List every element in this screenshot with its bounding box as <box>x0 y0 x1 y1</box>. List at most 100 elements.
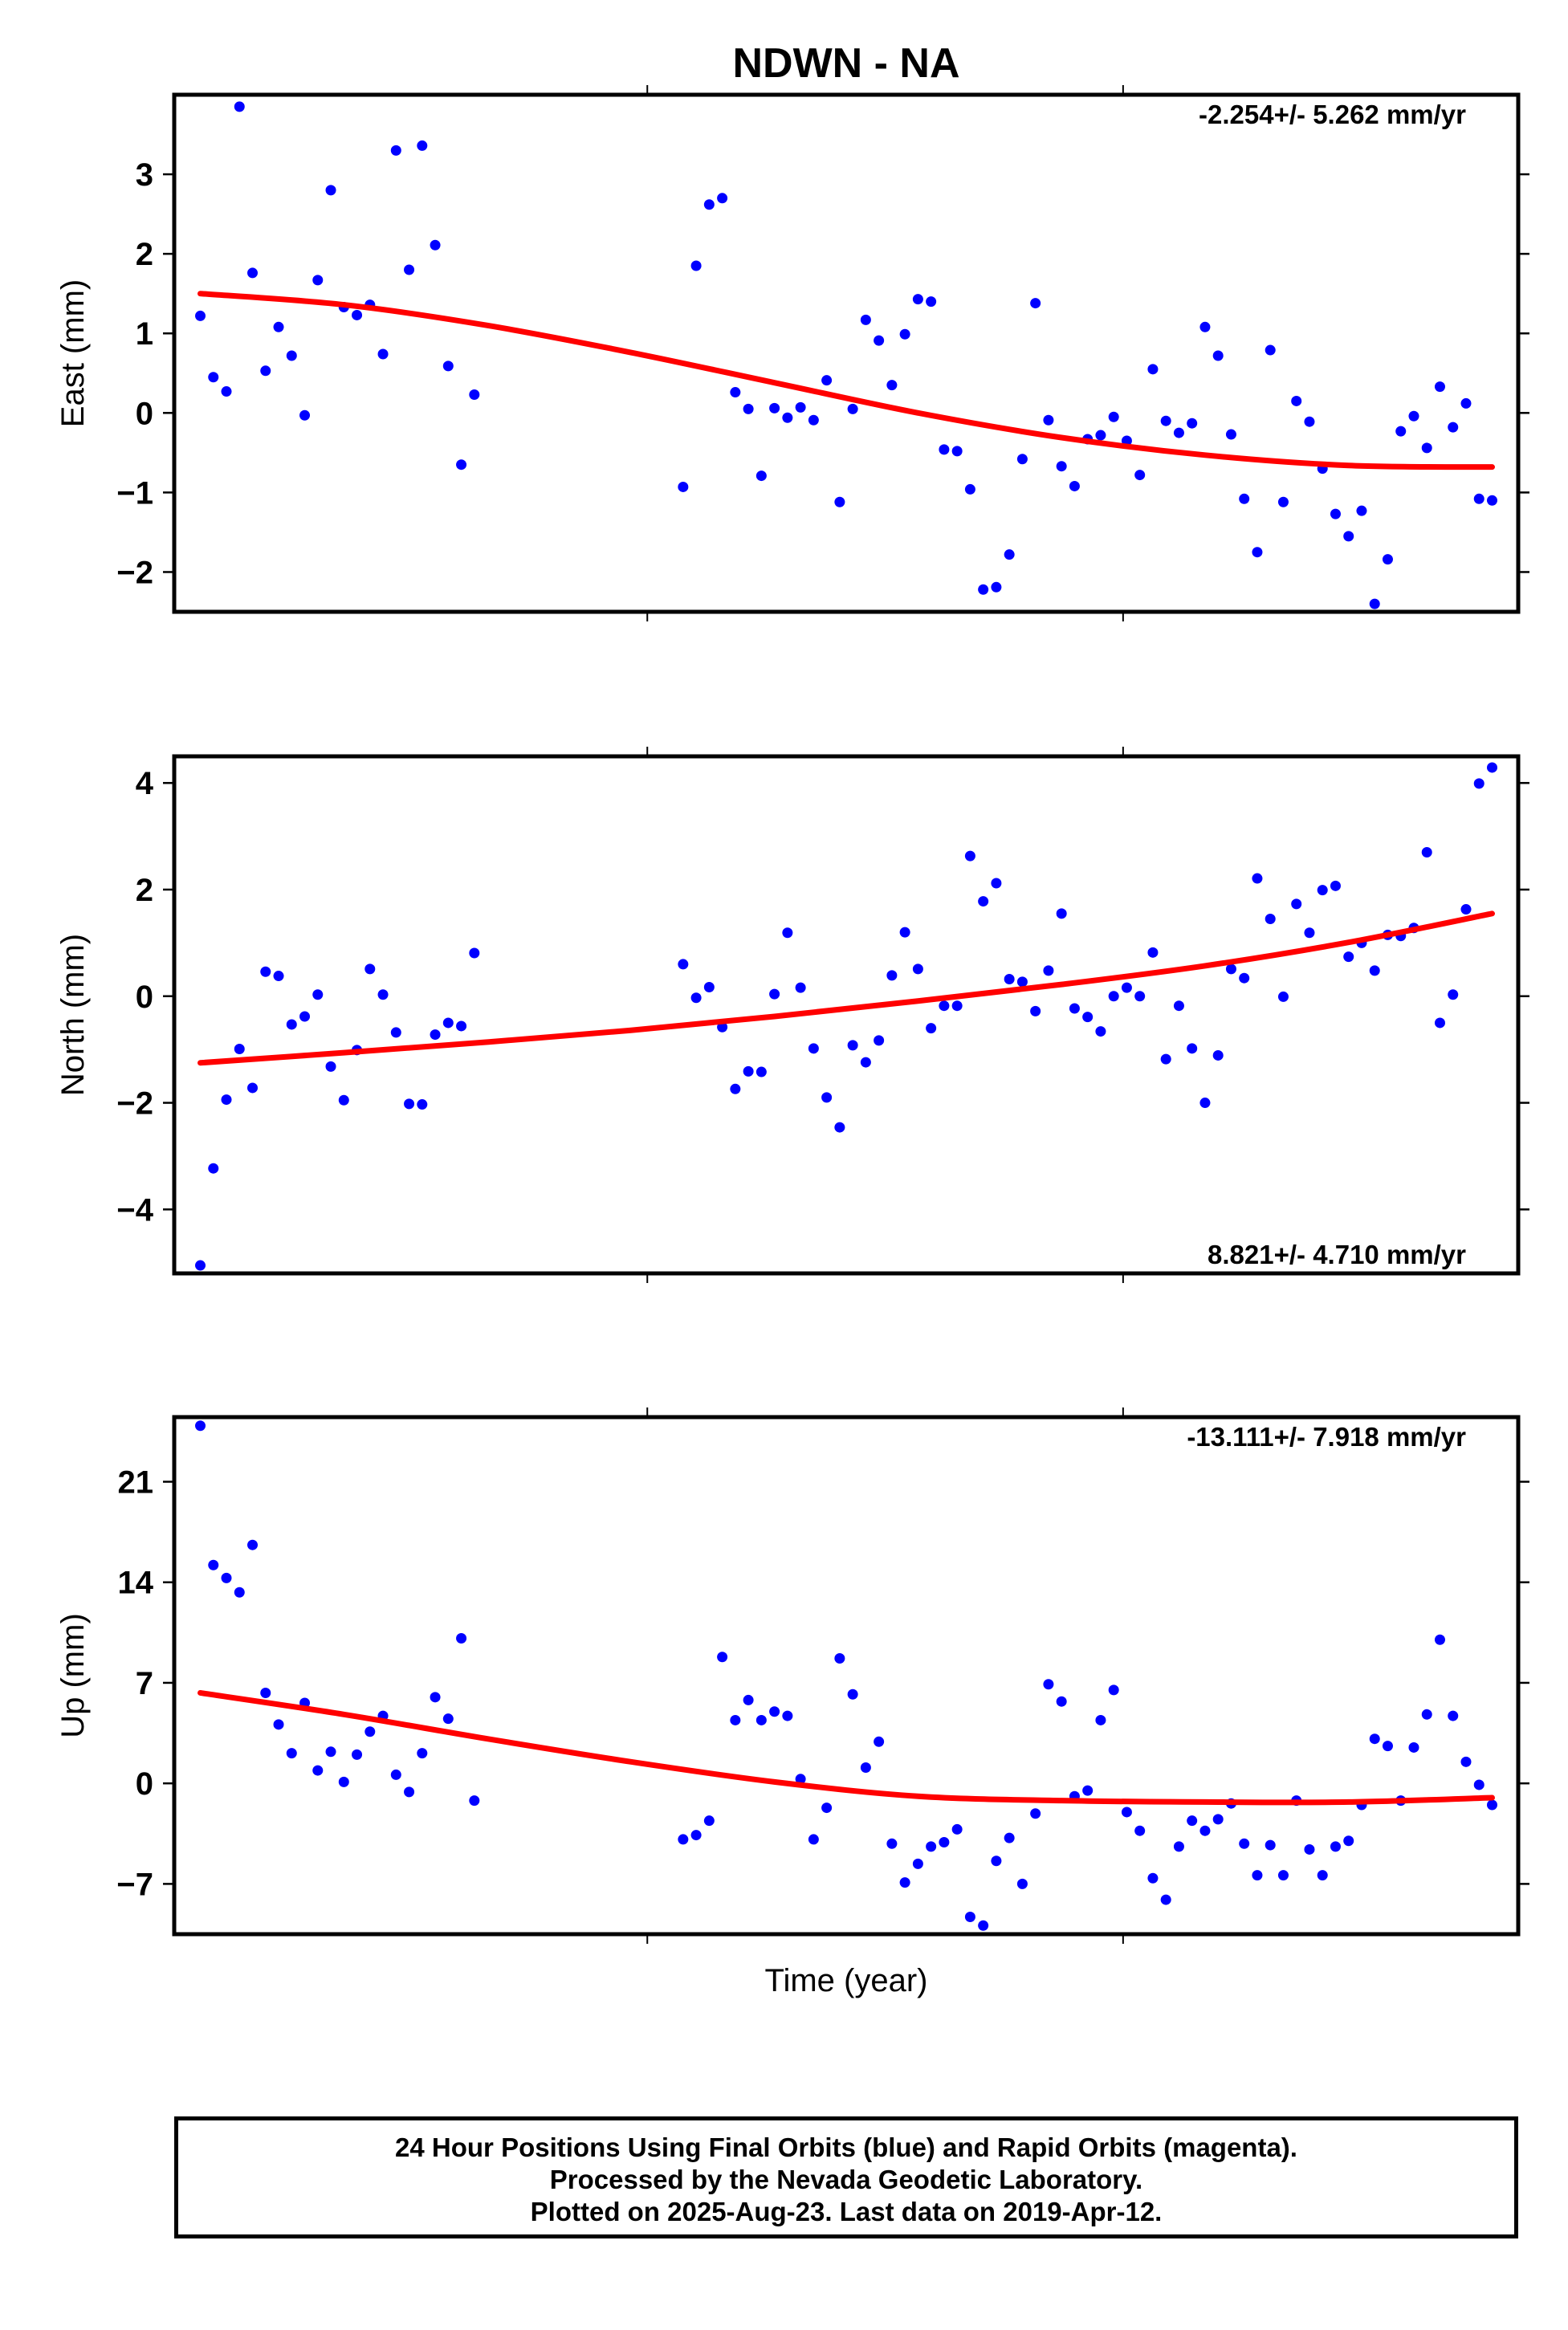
data-point <box>260 966 271 977</box>
data-point <box>377 989 389 1000</box>
data-point <box>926 1841 937 1852</box>
y-tick-label: −1 <box>116 475 153 511</box>
data-point <box>1473 778 1485 789</box>
data-point <box>1291 395 1302 406</box>
data-point <box>352 309 363 320</box>
data-point <box>951 1000 963 1012</box>
data-point <box>703 1815 715 1827</box>
y-tick-label: 3 <box>136 157 153 193</box>
data-point <box>1330 508 1341 519</box>
data-point <box>1356 505 1367 516</box>
data-point <box>991 878 1002 889</box>
data-point <box>312 1765 324 1776</box>
x-axis-label: Time (year) <box>765 1963 928 1998</box>
data-point <box>1187 418 1198 429</box>
data-point <box>1317 885 1328 896</box>
footer-box: 24 Hour Positions Using Final Orbits (bl… <box>174 2116 1518 2238</box>
data-point <box>221 1572 232 1583</box>
data-point <box>430 239 441 251</box>
data-point <box>469 389 480 401</box>
data-point <box>1460 1756 1472 1767</box>
data-point <box>1187 1043 1198 1054</box>
data-point <box>417 1099 428 1110</box>
footer-line-1: 24 Hour Positions Using Final Orbits (bl… <box>395 2132 1297 2162</box>
data-point <box>1317 1870 1328 1881</box>
data-point <box>1134 991 1146 1002</box>
data-point <box>795 401 806 413</box>
data-point <box>1369 1733 1380 1745</box>
plot-frame <box>172 92 1521 614</box>
fit-curve <box>198 291 1495 470</box>
data-point <box>1382 554 1393 565</box>
data-point <box>365 1726 376 1737</box>
data-point <box>1265 344 1276 356</box>
data-point <box>755 470 767 482</box>
data-point <box>912 1858 923 1869</box>
data-point <box>1108 1684 1119 1696</box>
data-point <box>1291 898 1302 910</box>
data-point <box>1252 547 1263 558</box>
data-point <box>964 483 975 495</box>
data-point <box>939 1000 950 1012</box>
data-point <box>1043 965 1054 976</box>
data-point <box>782 412 793 423</box>
data-point <box>430 1692 441 1703</box>
rate-annotation: -13.111+/- 7.918 mm/yr <box>1187 1422 1466 1452</box>
footer-line-2: Processed by the Nevada Geodetic Laborat… <box>549 2165 1143 2194</box>
data-point <box>1448 1710 1459 1721</box>
data-point <box>939 444 950 455</box>
data-point <box>1212 350 1224 361</box>
data-point <box>1343 1835 1354 1847</box>
data-point <box>1056 1696 1067 1707</box>
data-point <box>912 963 923 975</box>
data-point <box>221 1094 232 1106</box>
data-point <box>847 1040 858 1051</box>
data-point <box>951 446 963 457</box>
data-point <box>338 1094 349 1106</box>
data-point <box>978 584 989 595</box>
data-point <box>325 1746 336 1758</box>
data-point <box>390 1769 401 1780</box>
data-point <box>1121 982 1132 993</box>
y-tick-label: 2 <box>136 873 153 908</box>
data-point <box>782 1710 793 1721</box>
rate-annotation: 8.821+/- 4.710 mm/yr <box>1208 1240 1466 1269</box>
data-point <box>1043 414 1054 426</box>
data-point <box>404 264 415 275</box>
data-point <box>1239 493 1250 504</box>
data-point <box>1343 951 1354 963</box>
panel-2: −4 −2 0 2 4 North (mm) 8.821+/- 4.710 mm/yr <box>55 747 1529 1283</box>
data-point <box>730 1083 741 1094</box>
data-point <box>755 1066 767 1077</box>
data-point <box>1095 1026 1106 1037</box>
data-point <box>1304 927 1315 939</box>
data-point <box>1212 1049 1224 1061</box>
data-point <box>1173 1841 1184 1852</box>
data-point <box>743 1065 754 1077</box>
data-point <box>404 1098 415 1110</box>
data-point <box>195 1260 206 1271</box>
y-axis-label: North (mm) <box>55 934 91 1096</box>
panel-3: −7 0 7 14 21 Up (mm) -13.111+/- 7.918 mm/yr <box>55 1407 1529 1944</box>
data-point <box>1095 430 1106 441</box>
data-point <box>442 1017 454 1029</box>
data-point <box>886 970 898 981</box>
data-point <box>442 360 454 372</box>
data-point <box>1304 1843 1315 1855</box>
y-axis-label: Up (mm) <box>55 1613 91 1738</box>
data-point <box>469 947 480 959</box>
fit-curve <box>198 1689 1495 1806</box>
data-point <box>795 982 806 993</box>
data-point <box>430 1029 441 1041</box>
data-point <box>912 294 923 305</box>
data-point <box>821 1092 833 1103</box>
data-point <box>1147 364 1159 375</box>
y-tick-label: 0 <box>136 980 153 1015</box>
data-point <box>456 1632 467 1644</box>
data-point <box>743 403 754 414</box>
data-point <box>417 140 428 151</box>
panel-1: −2 −1 0 1 2 3 East (mm) -2.254+/- 5.262 mm/yr <box>55 85 1529 621</box>
panels: −2 −1 0 1 2 3 East (mm) -2.254+/- 5.262 mm/yr −4… <box>55 85 1529 1944</box>
data-point <box>964 1912 975 1923</box>
